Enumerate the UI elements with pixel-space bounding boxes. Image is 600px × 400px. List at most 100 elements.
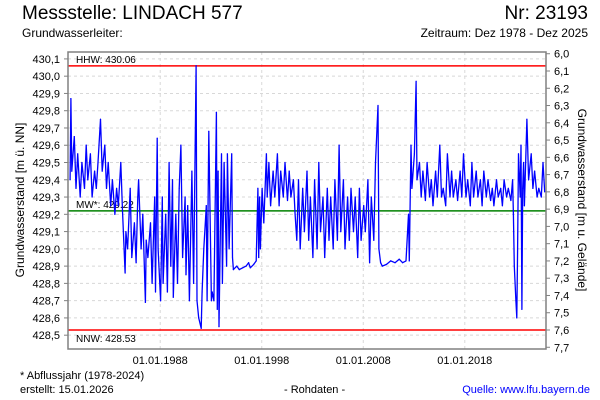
data-point (542, 161, 544, 164)
y-right-tick-label: 6,6 (554, 152, 569, 164)
data-point (373, 239, 375, 241)
data-point (133, 222, 135, 224)
footnote: * Abflussjahr (1978-2024) (20, 370, 145, 382)
data-point (324, 256, 326, 259)
y-right-tick-label: 7,1 (554, 239, 569, 251)
data-point (432, 205, 434, 207)
y-tick-label: 428,8 (32, 278, 60, 290)
x-tick-label: 01.01.2008 (336, 355, 391, 367)
data-point (446, 153, 448, 155)
data-point (255, 260, 257, 262)
data-point (517, 248, 519, 250)
data-point (176, 282, 179, 284)
data-point (161, 196, 163, 198)
data-point (180, 144, 182, 146)
y-right-tick-label: 6,8 (554, 187, 569, 199)
data-point (185, 274, 187, 276)
data-point (292, 179, 294, 181)
x-tick-label: 01.01.1988 (133, 355, 188, 367)
data-point (284, 161, 286, 164)
data-point (116, 187, 118, 189)
data-point (479, 179, 481, 181)
data-point (217, 170, 219, 172)
data-point (125, 231, 127, 233)
data-point (429, 196, 431, 198)
data-point (157, 248, 159, 250)
data-point (318, 161, 320, 164)
data-point (187, 205, 189, 207)
data-point (520, 144, 522, 146)
data-point (352, 231, 355, 233)
data-point (195, 65, 197, 67)
data-point (203, 248, 205, 250)
created-date: erstellt: 15.01.2026 (20, 384, 114, 396)
data-point (259, 248, 261, 250)
data-point (411, 187, 413, 189)
data-point (97, 161, 99, 164)
data-point (420, 196, 422, 198)
reference-lines: HHW: 430.06 MW*: 429.22 NNW: 428.53 (68, 55, 546, 345)
data-point (442, 187, 444, 189)
data-point (378, 248, 380, 250)
y-tick-label: 428,5 (32, 330, 60, 342)
y-tick-label: 428,6 (32, 313, 60, 325)
data-point (523, 161, 525, 164)
station-number: Nr: 23193 (504, 3, 588, 24)
data-point (314, 179, 316, 181)
data-point (69, 179, 71, 181)
y-tick-label: 430,0 (32, 71, 60, 83)
data-point (370, 196, 372, 198)
y-right-tick-label: 7,6 (554, 325, 569, 337)
data-point (440, 196, 443, 198)
data-point (220, 153, 223, 155)
data-point (117, 205, 119, 207)
data-point (145, 239, 147, 241)
data-point (253, 263, 255, 265)
data-point (70, 98, 72, 100)
ref-label-nnw: NNW: 428.53 (76, 334, 136, 345)
data-point (475, 170, 477, 172)
data-point (226, 265, 228, 267)
data-point (149, 222, 152, 224)
data-point (500, 187, 502, 189)
data-point (280, 170, 282, 172)
aquifer-label: Grundwasserleiter: (22, 26, 123, 40)
data-point (364, 231, 366, 233)
y-right-tick-label: 6,0 (554, 49, 569, 61)
data-point (193, 282, 195, 284)
data-point (137, 196, 139, 198)
data-point (493, 205, 495, 207)
y-right-tick-label: 6,9 (554, 204, 569, 216)
data-point (107, 161, 109, 164)
data-point (215, 111, 217, 113)
data-point (513, 265, 515, 267)
data-point (540, 196, 542, 198)
data-point (156, 137, 158, 139)
data-point (282, 196, 284, 198)
y-tick-label: 428,9 (32, 261, 60, 273)
data-point (338, 144, 340, 146)
data-point (430, 179, 432, 181)
y-tick-label: 429,5 (32, 158, 60, 170)
source-link[interactable]: Quelle: www.lfu.bayern.de (462, 384, 590, 396)
data-point (511, 179, 514, 181)
data-point (144, 301, 146, 303)
data-point (270, 205, 272, 207)
data-point (175, 213, 177, 215)
ref-label-mw: MW*: 429.22 (76, 200, 134, 211)
y-right-tick-label: 6,7 (554, 170, 569, 182)
station-title: Messstelle: LINDACH 577 (22, 3, 243, 24)
data-point (265, 153, 267, 155)
data-point (507, 187, 509, 189)
y-tick-label: 428,7 (32, 296, 60, 308)
data-point (517, 153, 520, 155)
data-point (135, 262, 137, 264)
data-point (129, 187, 131, 189)
data-point (461, 196, 463, 198)
data-point (201, 291, 203, 293)
data-point (226, 153, 228, 155)
data-point (274, 196, 276, 198)
y-tick-label: 429,1 (32, 227, 60, 239)
y-tick-label: 429,0 (32, 244, 60, 256)
data-point (178, 187, 180, 189)
